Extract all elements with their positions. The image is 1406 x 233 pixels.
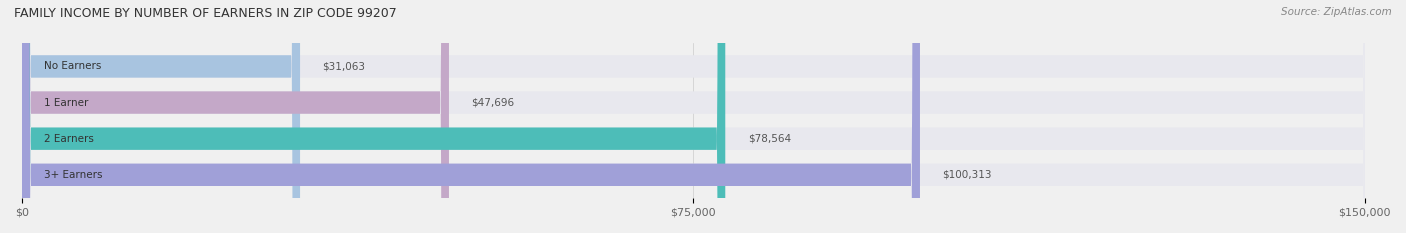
FancyBboxPatch shape <box>22 0 449 233</box>
FancyBboxPatch shape <box>22 0 1365 233</box>
Text: 3+ Earners: 3+ Earners <box>45 170 103 180</box>
FancyBboxPatch shape <box>22 0 920 233</box>
Text: $78,564: $78,564 <box>748 134 790 144</box>
FancyBboxPatch shape <box>22 0 1365 233</box>
Text: 2 Earners: 2 Earners <box>45 134 94 144</box>
Text: $47,696: $47,696 <box>471 98 515 108</box>
Text: $100,313: $100,313 <box>942 170 991 180</box>
FancyBboxPatch shape <box>22 0 299 233</box>
Text: Source: ZipAtlas.com: Source: ZipAtlas.com <box>1281 7 1392 17</box>
Text: FAMILY INCOME BY NUMBER OF EARNERS IN ZIP CODE 99207: FAMILY INCOME BY NUMBER OF EARNERS IN ZI… <box>14 7 396 20</box>
Text: $31,063: $31,063 <box>322 62 366 72</box>
Text: No Earners: No Earners <box>45 62 101 72</box>
Text: 1 Earner: 1 Earner <box>45 98 89 108</box>
FancyBboxPatch shape <box>22 0 1365 233</box>
FancyBboxPatch shape <box>22 0 725 233</box>
FancyBboxPatch shape <box>22 0 1365 233</box>
